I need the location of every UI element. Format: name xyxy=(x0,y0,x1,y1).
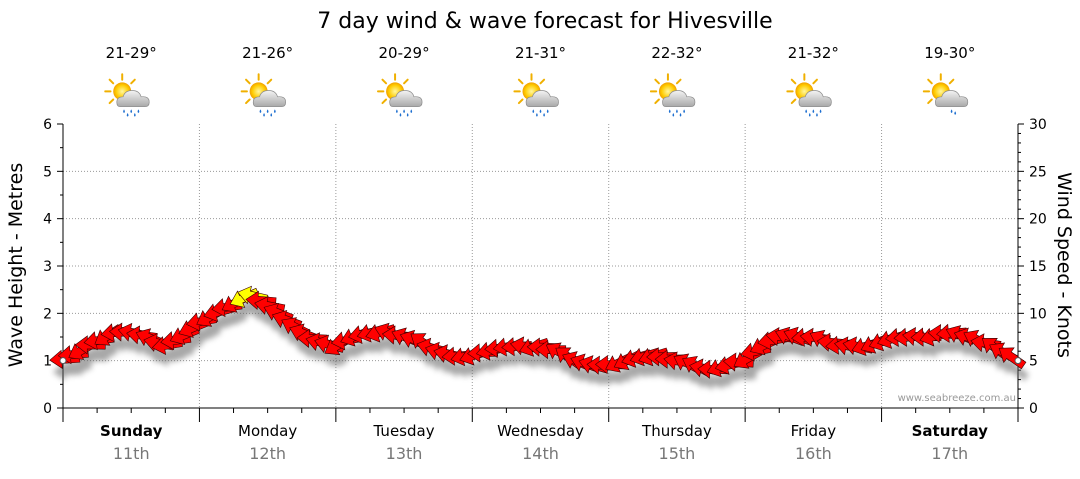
day-column: 22-32° Thursday 15th xyxy=(641,44,712,463)
day-name: Saturday xyxy=(912,422,989,440)
y-tick-label: 4 xyxy=(43,212,52,228)
y2-tick-label: 0 xyxy=(1029,401,1038,417)
day-date: 11th xyxy=(113,444,150,463)
y-tick-label: 6 xyxy=(43,117,52,133)
day-temperature: 21-32° xyxy=(788,44,839,62)
day-temperature: 22-32° xyxy=(651,44,702,62)
series-start-marker xyxy=(59,357,67,365)
day-date: 16th xyxy=(795,444,832,463)
day-date: 14th xyxy=(522,444,559,463)
day-temperature: 21-29° xyxy=(106,44,157,62)
day-date: 13th xyxy=(386,444,423,463)
y-tick-label: 1 xyxy=(43,354,52,370)
y2-axis-label: Wind Speed - Knots xyxy=(1053,172,1075,358)
day-temperature: 21-26° xyxy=(242,44,293,62)
sun-cloud-light-rain-icon xyxy=(922,73,969,116)
day-column: 21-26° Monday 12th xyxy=(238,44,297,463)
sun-cloud-rain-icon xyxy=(513,73,560,118)
day-name: Thursday xyxy=(641,422,712,440)
y2-tick-label: 25 xyxy=(1029,164,1047,180)
day-name: Tuesday xyxy=(373,422,435,440)
y-tick-label: 3 xyxy=(43,259,52,275)
y-tick-label: 0 xyxy=(43,401,52,417)
y-axis-label: Wave Height - Metres xyxy=(5,163,27,367)
day-temperature: 21-31° xyxy=(515,44,566,62)
day-name: Friday xyxy=(791,422,837,440)
day-column: 20-29° Tuesday 13th xyxy=(373,44,435,463)
day-temperature: 20-29° xyxy=(379,44,430,62)
sun-cloud-rain-icon xyxy=(104,73,151,118)
day-temperature: 19-30° xyxy=(924,44,975,62)
day-date: 15th xyxy=(659,444,696,463)
y2-tick-label: 15 xyxy=(1029,259,1047,275)
day-name: Monday xyxy=(238,422,297,440)
y2-tick-label: 5 xyxy=(1029,354,1038,370)
day-column: 21-31° Wednesday 14th xyxy=(497,44,584,463)
wind-arrow-shadow xyxy=(1002,359,1029,381)
day-date: 17th xyxy=(931,444,968,463)
y-tick-label: 2 xyxy=(43,306,52,322)
wind-arrows xyxy=(49,285,1027,379)
y-tick-label: 5 xyxy=(43,164,52,180)
y2-tick-label: 10 xyxy=(1029,306,1047,322)
day-headers: 21-29° Sunday 11th 21-26° Monday 12th 20-29° Tu… xyxy=(100,44,988,463)
sun-cloud-rain-icon xyxy=(240,73,287,118)
chart-title: 7 day wind & wave forecast for Hivesvill… xyxy=(317,9,772,34)
sun-cloud-rain-icon xyxy=(649,73,697,118)
day-name: Sunday xyxy=(100,422,163,440)
day-name: Wednesday xyxy=(497,422,584,440)
sun-cloud-rain-icon xyxy=(786,73,833,118)
day-date: 12th xyxy=(249,444,286,463)
y2-tick-label: 30 xyxy=(1029,117,1047,133)
sun-cloud-rain-icon xyxy=(377,73,424,118)
axes: 0 1 2 3 4 5 6 0 5 10 15 20 25 30 xyxy=(43,117,1047,422)
day-column: 21-32° Friday 16th xyxy=(786,44,839,463)
day-column: 21-29° Sunday 11th xyxy=(100,44,163,463)
day-column: 19-30° Saturday 17th xyxy=(912,44,989,463)
series-end-marker xyxy=(1014,357,1022,365)
watermark: www.seabreeze.com.au xyxy=(898,393,1016,404)
y2-tick-label: 20 xyxy=(1029,212,1047,228)
